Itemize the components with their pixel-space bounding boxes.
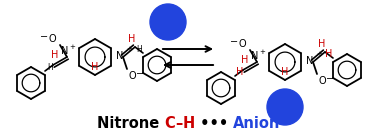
Text: H: H xyxy=(318,39,326,49)
Text: N: N xyxy=(116,51,124,61)
Circle shape xyxy=(267,89,303,125)
Text: H: H xyxy=(136,45,142,54)
Text: Nitrone: Nitrone xyxy=(97,116,165,131)
Text: −: − xyxy=(40,32,48,42)
Text: H: H xyxy=(281,67,289,77)
Text: O: O xyxy=(238,39,246,49)
Text: O: O xyxy=(128,71,136,81)
Text: X⁻: X⁻ xyxy=(160,15,176,28)
Text: H: H xyxy=(241,55,249,65)
Text: +: + xyxy=(316,51,322,57)
Text: C: C xyxy=(165,116,175,131)
Text: H: H xyxy=(51,50,59,60)
Text: +: + xyxy=(69,44,75,50)
Text: X⁻: X⁻ xyxy=(277,101,293,113)
Text: •••: ••• xyxy=(195,116,233,131)
Text: −: − xyxy=(230,37,238,47)
Text: N: N xyxy=(61,46,69,56)
Text: −: − xyxy=(326,74,334,84)
Text: H: H xyxy=(128,34,136,44)
Text: H: H xyxy=(47,62,53,72)
Text: +: + xyxy=(259,49,265,55)
Text: +: + xyxy=(126,46,132,52)
Text: –: – xyxy=(175,116,183,131)
Text: H: H xyxy=(236,67,244,77)
Text: N: N xyxy=(306,56,314,66)
Text: O: O xyxy=(318,76,326,86)
Text: −: − xyxy=(136,69,144,79)
Text: H: H xyxy=(183,116,195,131)
Text: Anion: Anion xyxy=(233,116,281,131)
Circle shape xyxy=(150,4,186,40)
Text: H: H xyxy=(325,49,333,59)
Text: N: N xyxy=(251,51,259,61)
Text: H: H xyxy=(91,62,99,72)
Text: O: O xyxy=(48,34,56,44)
